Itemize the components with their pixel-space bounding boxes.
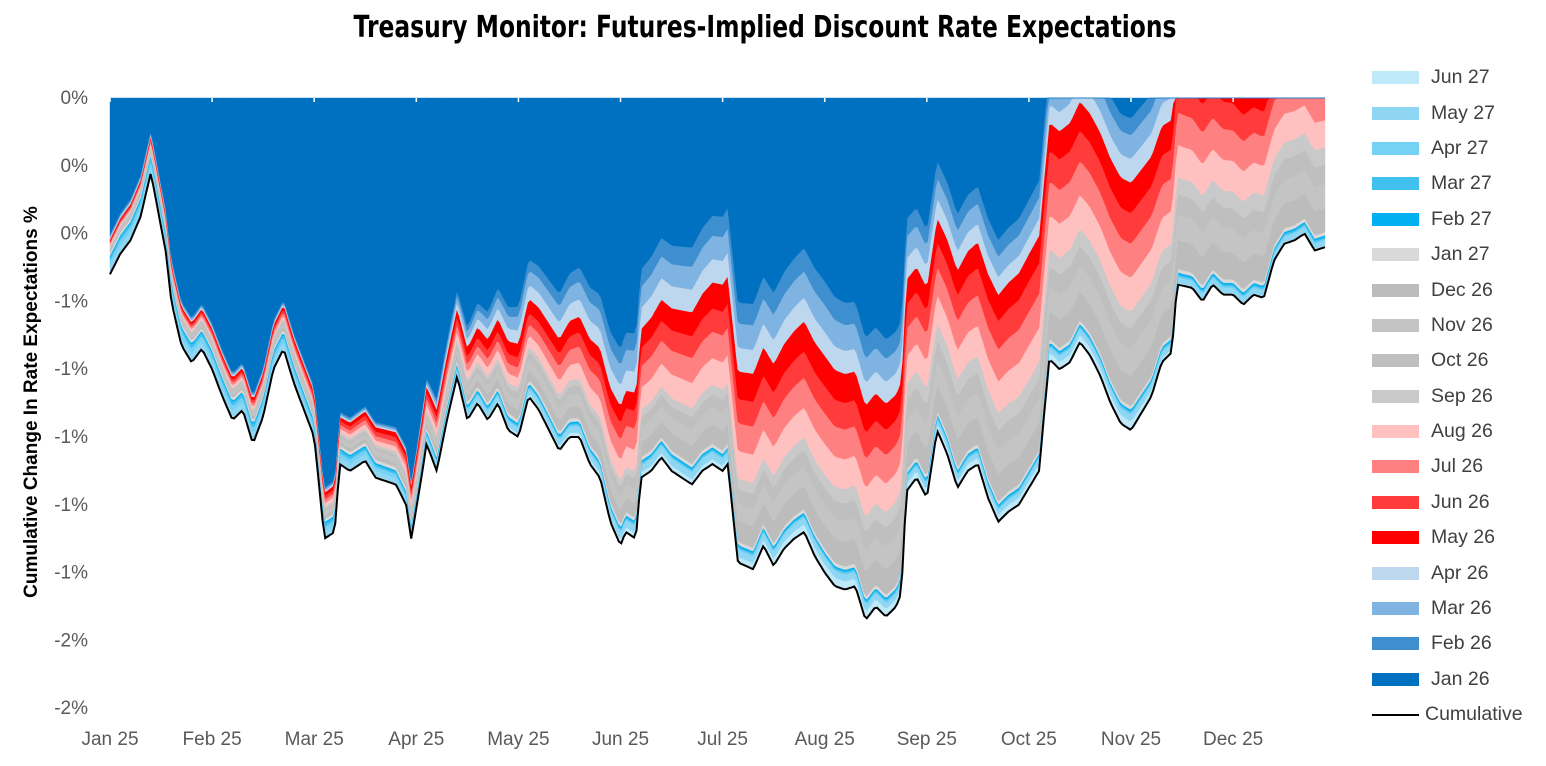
x-tick-label: Oct 25 — [1001, 729, 1057, 750]
legend-label: Apr 27 — [1431, 136, 1489, 159]
legend-label: Cumulative — [1425, 703, 1523, 726]
legend-item-aug-26: Aug 26 — [1372, 414, 1542, 449]
legend-swatch — [1372, 637, 1419, 651]
legend: Jun 27 May 27 Apr 27 Mar 27 Feb 27 Jan 27 Dec … — [1372, 60, 1542, 732]
legend-swatch — [1372, 354, 1419, 368]
legend-swatch — [1372, 283, 1419, 297]
x-tick-label: Aug 25 — [795, 729, 855, 750]
y-tick-label: -2% — [54, 630, 88, 651]
legend-swatch — [1372, 212, 1419, 226]
legend-item-mar-27: Mar 27 — [1372, 166, 1542, 201]
legend-swatch — [1372, 318, 1419, 332]
legend-item-jun-27: Jun 27 — [1372, 60, 1542, 95]
legend-label: Feb 27 — [1431, 207, 1492, 230]
legend-swatch — [1372, 425, 1419, 439]
x-tick-label: Dec 25 — [1203, 729, 1263, 750]
legend-swatch — [1372, 460, 1419, 474]
legend-label: Sep 26 — [1431, 384, 1493, 407]
legend-label: Nov 26 — [1431, 313, 1493, 336]
legend-swatch — [1372, 566, 1419, 580]
y-tick-label: -1% — [54, 291, 88, 312]
legend-item-sep-26: Sep 26 — [1372, 379, 1542, 414]
y-tick-labels: 0% 0% 0% -1% -1% -1% -1% -1% -2% -2% — [54, 88, 88, 719]
cumulative-line — [109, 173, 1326, 620]
legend-item-feb-26: Feb 26 — [1372, 626, 1542, 661]
x-tick-label: May 25 — [487, 729, 549, 750]
legend-item-jan-27: Jan 27 — [1372, 237, 1542, 272]
x-tick-labels: Jan 25 Feb 25 Mar 25 Apr 25 May 25 Jun 25 Jul … — [81, 98, 1263, 750]
legend-swatch — [1372, 672, 1419, 686]
legend-item-dec-26: Dec 26 — [1372, 272, 1542, 307]
x-tick-label: Nov 25 — [1101, 729, 1161, 750]
legend-label: Dec 26 — [1431, 278, 1493, 301]
legend-label: Oct 26 — [1431, 349, 1489, 372]
y-tick-label: -2% — [54, 698, 88, 719]
legend-label: Aug 26 — [1431, 420, 1493, 443]
legend-label: Jan 26 — [1431, 667, 1490, 690]
legend-item-nov-26: Nov 26 — [1372, 308, 1542, 343]
legend-swatch — [1372, 141, 1419, 155]
legend-label: Jun 26 — [1431, 490, 1490, 513]
legend-swatch — [1372, 389, 1419, 403]
x-tick-label: Sep 25 — [897, 729, 957, 750]
legend-label: Apr 26 — [1431, 561, 1489, 584]
y-tick-label: -1% — [54, 427, 88, 448]
x-tick-label: Jul 25 — [697, 729, 748, 750]
x-tick-label: Apr 25 — [388, 729, 444, 750]
legend-label: Mar 26 — [1431, 597, 1492, 620]
legend-item-apr-27: Apr 27 — [1372, 131, 1542, 166]
legend-item-jun-26: Jun 26 — [1372, 485, 1542, 520]
x-tick-label: Mar 25 — [285, 729, 344, 750]
x-tick-label: Jan 25 — [81, 729, 138, 750]
area-jan-26 — [109, 97, 1325, 488]
legend-label: May 27 — [1431, 101, 1495, 124]
legend-swatch — [1372, 531, 1419, 545]
legend-label: Feb 26 — [1431, 632, 1492, 655]
legend-item-may-27: May 27 — [1372, 95, 1542, 130]
legend-swatch — [1372, 248, 1419, 262]
legend-swatch — [1372, 71, 1419, 85]
legend-label: Mar 27 — [1431, 172, 1492, 195]
legend-label: Jan 27 — [1431, 243, 1490, 266]
legend-item-jul-26: Jul 26 — [1372, 449, 1542, 484]
y-tick-label: 0% — [61, 88, 89, 109]
y-tick-label: 0% — [61, 224, 89, 245]
legend-item-feb-27: Feb 27 — [1372, 202, 1542, 237]
legend-swatch — [1372, 106, 1419, 120]
legend-item-apr-26: Apr 26 — [1372, 555, 1542, 590]
legend-label: May 26 — [1431, 526, 1495, 549]
legend-line-swatch — [1372, 713, 1419, 716]
legend-item-jan-26: Jan 26 — [1372, 662, 1542, 697]
legend-label: Jun 27 — [1431, 66, 1490, 89]
legend-swatch — [1372, 495, 1419, 509]
y-tick-label: -1% — [54, 563, 88, 584]
y-tick-label: -1% — [54, 359, 88, 380]
legend-swatch — [1372, 177, 1419, 191]
legend-label: Jul 26 — [1431, 455, 1484, 478]
area-layers — [109, 97, 1326, 619]
legend-item-may-26: May 26 — [1372, 520, 1542, 555]
legend-swatch — [1372, 602, 1419, 616]
legend-item-oct-26: Oct 26 — [1372, 343, 1542, 378]
legend-item-mar-26: Mar 26 — [1372, 591, 1542, 626]
chart-title: Treasury Monitor: Futures-Implied Discou… — [353, 10, 1177, 45]
y-tick-label: -1% — [54, 495, 88, 516]
x-tick-label: Jun 25 — [592, 729, 649, 750]
y-tick-label: 0% — [61, 156, 89, 177]
x-tick-label: Feb 25 — [183, 729, 242, 750]
legend-item-cumulative: Cumulative — [1372, 697, 1542, 732]
